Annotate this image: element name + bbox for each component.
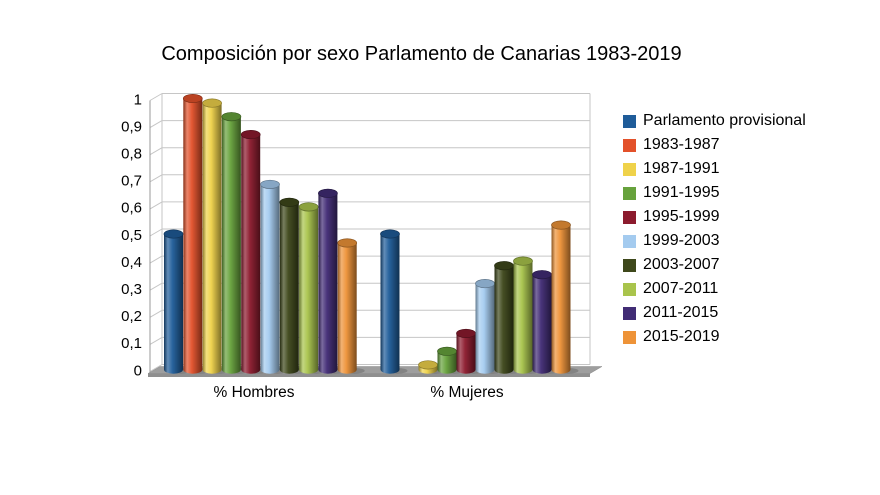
bar-hombres-1991-1995 — [221, 112, 242, 374]
y-tick-label: 0,6 — [121, 200, 142, 217]
tick-connector — [149, 201, 163, 210]
bar-mujeres-parlamento-provisional — [380, 229, 400, 374]
legend-label: Parlamento provisional — [643, 112, 806, 129]
y-tick-label: 0,2 — [121, 308, 142, 325]
bar-hombres-1995-1999 — [240, 129, 261, 374]
tick-connector — [149, 228, 163, 237]
legend-swatch-icon — [623, 234, 636, 248]
legend-item-2007-2011: 2007-2011 — [623, 277, 806, 301]
legend-label: 1991-1995 — [643, 184, 720, 201]
y-tick-label: 0,1 — [121, 335, 142, 352]
legend-item-2011-2015: 2011-2015 — [623, 301, 806, 325]
legend-swatch-icon — [623, 330, 636, 344]
bar-hombres-1999-2003 — [260, 179, 280, 374]
chart-title: Composición por sexo Parlamento de Canar… — [161, 43, 682, 65]
bar-hombres-parlamento-provisional — [163, 229, 184, 374]
bar-hombres-1983-1987 — [182, 93, 203, 374]
category-label-mujeres: % Mujeres — [430, 384, 503, 401]
legend-swatch-icon — [623, 210, 636, 224]
legend-item-1999-2003: 1999-2003 — [623, 229, 806, 253]
category-label-hombres: % Hombres — [214, 384, 295, 401]
y-tick-label: 0,8 — [121, 146, 142, 163]
legend-item-1991-1995: 1991-1995 — [623, 181, 806, 205]
bar-mujeres-2007-2011 — [513, 256, 533, 374]
bar-mujeres-1999-2003 — [475, 279, 495, 374]
legend-swatch-icon — [623, 114, 636, 128]
legend-item-1983-1987: 1983-1987 — [623, 133, 806, 157]
floor-front-edge — [148, 373, 590, 377]
legend-label: 1983-1987 — [643, 136, 720, 153]
tick-connector — [149, 93, 163, 101]
tick-connector — [149, 120, 163, 129]
tick-connector — [149, 336, 163, 345]
y-tick-label: 0,5 — [121, 227, 142, 244]
bar-mujeres-1987-1991 — [418, 360, 438, 374]
y-tick-label: 0,7 — [121, 173, 142, 190]
legend-label: 2015-2019 — [643, 328, 720, 345]
bar-hombres-2007-2011 — [298, 202, 319, 374]
tick-connector — [149, 147, 163, 156]
bar-mujeres-2011-2015 — [532, 270, 552, 374]
legend-swatch-icon — [623, 282, 636, 296]
bar-mujeres-2015-2019 — [551, 220, 571, 374]
legend-item-parlamento-provisional: Parlamento provisional — [623, 109, 806, 133]
y-tick-label: 0,9 — [121, 118, 142, 135]
legend-item-2015-2019: 2015-2019 — [623, 325, 806, 349]
y-tick-label: 0,3 — [121, 281, 142, 298]
tick-connector — [149, 309, 163, 318]
bar-hombres-2015-2019 — [337, 238, 358, 374]
bar-mujeres-1995-1999 — [456, 328, 476, 374]
tick-connector — [149, 282, 163, 291]
legend-swatch-icon — [623, 186, 636, 200]
legend-label: 1999-2003 — [643, 232, 720, 249]
y-tick-label: 1 — [134, 91, 142, 108]
legend-label: 2007-2011 — [643, 280, 719, 297]
legend-item-1987-1991: 1987-1991 — [623, 157, 806, 181]
bar-hombres-1987-1991 — [202, 98, 222, 374]
y-tick-label: 0 — [134, 362, 142, 379]
bar-hombres-2003-2007 — [279, 197, 300, 374]
bar-mujeres-1991-1995 — [437, 346, 457, 374]
legend-item-1995-1999: 1995-1999 — [623, 205, 806, 229]
tick-connector — [149, 174, 163, 183]
legend-swatch-icon — [623, 138, 636, 152]
tick-connector — [149, 364, 163, 372]
y-tick-label: 0,4 — [121, 254, 142, 271]
bar-hombres-2011-2015 — [318, 188, 338, 374]
legend-swatch-icon — [623, 258, 636, 272]
legend-label: 2011-2015 — [643, 304, 719, 321]
bar-mujeres-2003-2007 — [494, 261, 514, 374]
legend-label: 1987-1991 — [643, 160, 720, 177]
legend: Parlamento provisional 1983-1987 1987-1991… — [623, 109, 806, 349]
legend-swatch-icon — [623, 162, 636, 176]
legend-label: 2003-2007 — [643, 256, 720, 273]
legend-label: 1995-1999 — [643, 208, 720, 225]
legend-item-2003-2007: 2003-2007 — [623, 253, 806, 277]
tick-connector — [149, 255, 163, 264]
legend-swatch-icon — [623, 306, 636, 320]
